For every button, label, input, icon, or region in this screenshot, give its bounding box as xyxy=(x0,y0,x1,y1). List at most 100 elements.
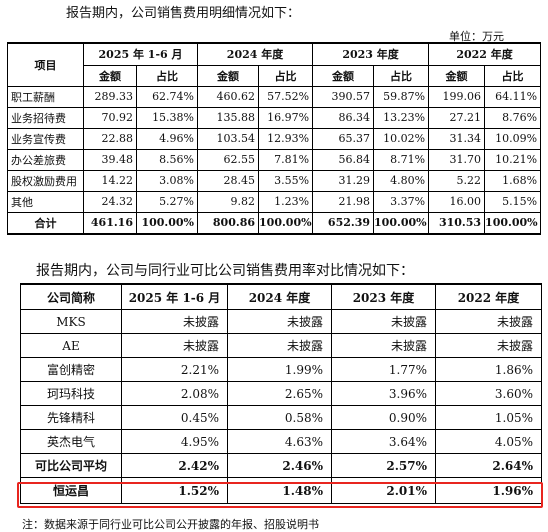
table-row: MKS 未披露 未披露 未披露 未披露 xyxy=(20,309,542,334)
expense-item-name: 办公差旅费 xyxy=(7,148,84,171)
item-header: 项目 xyxy=(7,43,84,87)
expense-ratio-cell: 未披露 xyxy=(331,333,436,358)
period-header: 2024 年度 xyxy=(227,283,332,310)
total-ratio-cell: 100.00% xyxy=(135,211,199,234)
ratio-cell: 1.68% xyxy=(484,169,542,192)
company-header: 公司简称 xyxy=(20,283,122,310)
ratio-cell: 10.09% xyxy=(484,127,542,150)
expense-ratio-cell: 2.01% xyxy=(331,477,436,504)
period-header: 2023 年度 xyxy=(312,43,430,66)
amount-header: 金额 xyxy=(312,64,375,87)
amount-cell: 31.70 xyxy=(428,148,486,171)
ratio-cell: 10.02% xyxy=(373,127,430,150)
expense-ratio-cell: 未披露 xyxy=(331,309,436,334)
amount-cell: 390.57 xyxy=(312,85,375,108)
ratio-cell: 64.11% xyxy=(484,85,542,108)
ratio-cell: 3.37% xyxy=(373,190,430,213)
period-header: 2024 年度 xyxy=(197,43,314,66)
ratio-cell: 62.74% xyxy=(135,85,199,108)
footnote: 注：数据来源于同行业可比公司公开披露的年报、招股说明书 xyxy=(22,518,319,531)
period-header: 2025 年 1-6 月 xyxy=(121,283,228,310)
expense-ratio-cell: 0.90% xyxy=(331,405,436,430)
table-row: AE 未披露 未披露 未披露 未披露 xyxy=(20,333,542,358)
table-row: 职工薪酬 289.33 62.74% 460.62 57.52% 390.57 59.87%… xyxy=(7,85,542,108)
amount-cell: 16.00 xyxy=(428,190,486,213)
amount-cell: 135.88 xyxy=(197,106,260,129)
expense-item-name: 职工薪酬 xyxy=(7,85,84,108)
expense-item-name: 股权激励费用 xyxy=(7,169,84,192)
highlight-box xyxy=(17,482,543,508)
amount-cell: 21.98 xyxy=(312,190,375,213)
ratio-cell: 13.23% xyxy=(373,106,430,129)
expense-ratio-cell: 未披露 xyxy=(121,309,228,334)
ratio-cell: 59.87% xyxy=(373,85,430,108)
expense-ratio-cell: 2.64% xyxy=(435,453,542,478)
expense-ratio-cell: 0.45% xyxy=(121,405,228,430)
sales-expense-detail-table: 项目 2025 年 1-6 月 2024 年度 2023 年度 2022 年度 … xyxy=(7,42,542,235)
amount-cell: 65.37 xyxy=(312,127,375,150)
expense-ratio-cell: 4.63% xyxy=(227,429,332,454)
unit-label: 单位：万元 xyxy=(449,30,504,43)
amount-cell: 27.21 xyxy=(428,106,486,129)
ratio-cell: 15.38% xyxy=(135,106,199,129)
amount-cell: 39.48 xyxy=(83,148,137,171)
ratio-cell: 4.96% xyxy=(135,127,199,150)
amount-header: 金额 xyxy=(83,64,137,87)
ratio-cell: 7.81% xyxy=(258,148,314,171)
amount-cell: 103.54 xyxy=(197,127,260,150)
ratio-header: 占比 xyxy=(258,64,314,87)
expense-ratio-cell: 3.96% xyxy=(331,381,436,406)
expense-ratio-cell: 1.52% xyxy=(121,477,228,504)
table-row: 业务招待费 70.92 15.38% 135.88 16.97% 86.34 13.23% 2… xyxy=(7,106,542,129)
table-row: 股权激励费用 14.22 3.08% 28.45 3.55% 31.29 4.80% 5.22… xyxy=(7,169,542,192)
amount-header: 金额 xyxy=(428,64,486,87)
company-name: 英杰电气 xyxy=(20,429,122,454)
expense-ratio-cell: 1.86% xyxy=(435,357,542,382)
amount-header: 金额 xyxy=(197,64,260,87)
ratio-cell: 5.15% xyxy=(484,190,542,213)
amount-cell: 86.34 xyxy=(312,106,375,129)
amount-cell: 199.06 xyxy=(428,85,486,108)
ratio-header: 占比 xyxy=(373,64,430,87)
ratio-cell: 3.08% xyxy=(135,169,199,192)
table-row: 业务宣传费 22.88 4.96% 103.54 12.93% 65.37 10.02% 31… xyxy=(7,127,542,150)
total-ratio-cell: 100.00% xyxy=(484,211,542,234)
company-name: MKS xyxy=(20,309,122,334)
expense-ratio-cell: 1.99% xyxy=(227,357,332,382)
table-row: 富创精密 2.21% 1.99% 1.77% 1.86% xyxy=(20,357,542,382)
company-name: 可比公司平均 xyxy=(20,453,122,478)
expense-item-name: 业务招待费 xyxy=(7,106,84,129)
amount-cell: 289.33 xyxy=(83,85,137,108)
ratio-cell: 4.80% xyxy=(373,169,430,192)
table-row: 其他 24.32 5.27% 9.82 1.23% 21.98 3.37% 16.00 5.15… xyxy=(7,190,542,213)
amount-cell: 70.92 xyxy=(83,106,137,129)
expense-ratio-cell: 1.48% xyxy=(227,477,332,504)
expense-ratio-cell: 未披露 xyxy=(121,333,228,358)
amount-cell: 460.62 xyxy=(197,85,260,108)
expense-ratio-cell: 1.77% xyxy=(331,357,436,382)
expense-ratio-cell: 未披露 xyxy=(227,333,332,358)
expense-ratio-cell: 3.60% xyxy=(435,381,542,406)
expense-ratio-cell: 1.96% xyxy=(435,477,542,504)
total-amount-cell: 800.86 xyxy=(197,211,260,234)
expense-ratio-cell: 4.95% xyxy=(121,429,228,454)
ratio-cell: 1.23% xyxy=(258,190,314,213)
intro-text-peer-comparison: 报告期内，公司与同行业可比公司销售费用率对比情况如下： xyxy=(36,263,414,279)
expense-ratio-cell: 2.42% xyxy=(121,453,228,478)
expense-ratio-cell: 未披露 xyxy=(227,309,332,334)
period-header: 2022 年度 xyxy=(428,43,542,66)
amount-cell: 31.34 xyxy=(428,127,486,150)
ratio-cell: 57.52% xyxy=(258,85,314,108)
peer-expense-ratio-table: 公司简称 2025 年 1-6 月 2024 年度 2023 年度 2022 年度 MK… xyxy=(20,283,542,504)
total-ratio-cell: 100.00% xyxy=(373,211,430,234)
expense-ratio-cell: 1.05% xyxy=(435,405,542,430)
ratio-cell: 8.56% xyxy=(135,148,199,171)
expense-ratio-cell: 2.57% xyxy=(331,453,436,478)
total-label: 合计 xyxy=(7,211,84,234)
company-name: 珂玛科技 xyxy=(20,381,122,406)
total-amount-cell: 652.39 xyxy=(312,211,375,234)
period-header: 2022 年度 xyxy=(435,283,542,310)
total-amount-cell: 310.53 xyxy=(428,211,486,234)
expense-ratio-cell: 4.05% xyxy=(435,429,542,454)
table-row: 先锋精科 0.45% 0.58% 0.90% 1.05% xyxy=(20,405,542,430)
